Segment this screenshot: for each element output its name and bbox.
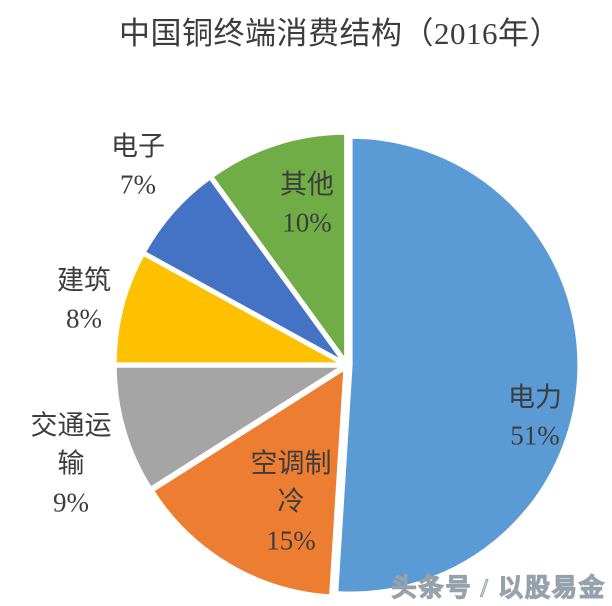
slice-label-name: 空调制冷	[250, 448, 332, 517]
pie-slice-6	[209, 131, 348, 367]
pie-slice-label-3: 交通运输 9%	[21, 407, 121, 522]
pie-slice-5	[142, 175, 346, 364]
slice-label-name: 电力	[508, 382, 562, 413]
pie-slice-3	[113, 364, 349, 491]
slice-label-value: 15%	[266, 525, 316, 556]
slice-label-value: 7%	[120, 170, 156, 200]
pie-slice-label-4: 建筑 8%	[34, 262, 134, 339]
slice-label-name: 建筑	[57, 265, 111, 296]
slice-label-value: 51%	[510, 421, 560, 451]
pie-slices	[113, 131, 581, 598]
pie-slice-label-2: 空调制冷 15%	[241, 445, 341, 560]
pie-slice-label-1: 电力 51%	[470, 379, 600, 456]
slice-label-name: 电子	[111, 131, 165, 162]
pie-slice-label-5: 电子 7%	[88, 128, 188, 205]
slice-label-name: 交通运输	[30, 410, 112, 479]
pie-slice-1	[334, 135, 581, 595]
slice-label-name: 其他	[280, 169, 334, 200]
slice-label-value: 9%	[53, 487, 89, 518]
pie-slice-4	[113, 251, 344, 366]
slice-label-value: 10%	[282, 208, 332, 238]
slice-label-value: 8%	[66, 304, 102, 334]
chart-title: 中国铜终端消费结构（2016年）	[119, 16, 561, 51]
watermark-text: 头条号 / 以股易金	[391, 574, 606, 602]
pie-slice-2	[150, 365, 347, 598]
pie-slice-label-6: 其他 10%	[257, 166, 357, 243]
